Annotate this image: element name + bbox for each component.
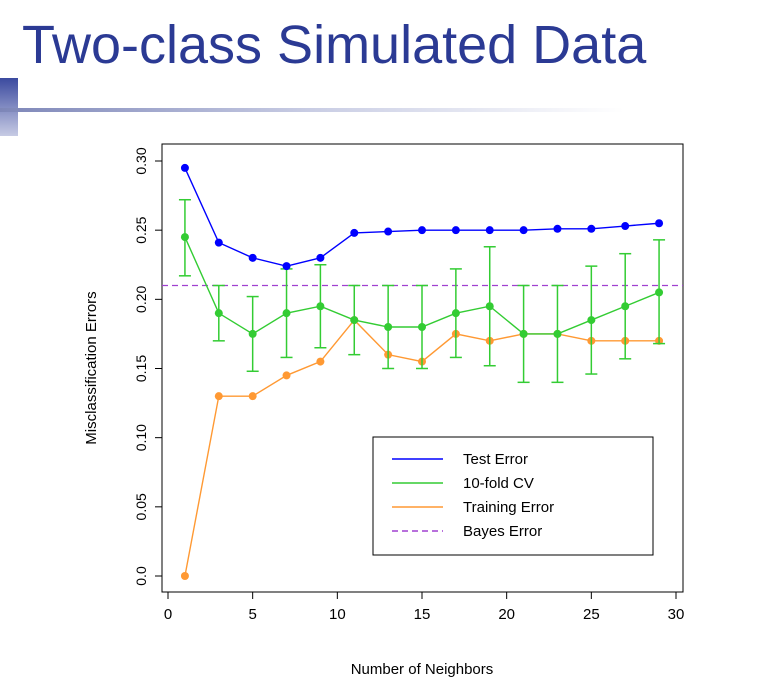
data-point <box>485 302 494 311</box>
y-axis-label: Misclassification Errors <box>83 291 100 444</box>
data-point <box>587 224 596 233</box>
legend-label: Bayes Error <box>463 523 542 540</box>
x-tick-label: 20 <box>498 606 515 623</box>
title-underline <box>0 108 780 112</box>
data-point <box>519 329 528 338</box>
data-point <box>384 323 393 331</box>
y-tick-label: 0.10 <box>133 424 149 451</box>
x-tick-label: 10 <box>329 606 346 623</box>
data-point <box>587 316 596 325</box>
data-point <box>350 228 359 237</box>
x-axis-label: Number of Neighbors <box>351 661 494 678</box>
data-point <box>180 163 189 172</box>
data-point <box>350 316 359 325</box>
data-point <box>214 309 223 318</box>
data-point <box>180 233 189 242</box>
data-point <box>451 226 460 235</box>
y-tick-label: 0.20 <box>133 285 149 312</box>
data-point <box>282 309 291 318</box>
data-point <box>553 329 562 338</box>
data-point <box>621 222 630 231</box>
legend-box <box>372 436 654 556</box>
data-point <box>180 572 189 580</box>
data-point <box>519 226 528 235</box>
y-tick-label: 0.0 <box>133 566 149 586</box>
data-point <box>316 357 325 366</box>
data-point <box>418 226 426 235</box>
y-tick-label: 0.25 <box>133 216 149 243</box>
data-point <box>316 302 325 311</box>
data-point <box>485 226 494 235</box>
data-point <box>418 323 426 331</box>
data-point <box>553 224 562 233</box>
data-point <box>655 288 664 297</box>
series-line <box>184 167 660 267</box>
data-point <box>282 371 291 380</box>
legend-label: Test Error <box>463 451 528 468</box>
series-10-fold-cv <box>178 198 666 384</box>
data-point <box>316 253 325 262</box>
x-tick-label: 0 <box>164 606 172 623</box>
data-point <box>655 219 664 228</box>
x-tick-label: 5 <box>248 606 256 623</box>
data-point <box>282 262 291 271</box>
y-tick-label: 0.15 <box>133 355 149 382</box>
data-point <box>214 238 223 247</box>
series-test-error <box>180 163 664 271</box>
data-point <box>214 392 223 401</box>
data-point <box>621 302 630 311</box>
legend: Test Error 10-fold CV Training Error Bayes … <box>372 436 654 556</box>
data-point <box>248 392 257 401</box>
x-tick-label: 30 <box>668 606 685 623</box>
data-point <box>248 253 257 262</box>
y-tick-label: 0.05 <box>133 493 149 520</box>
x-tick-label: 25 <box>583 606 600 623</box>
data-point <box>384 227 393 236</box>
x-tick-label: 15 <box>414 606 431 623</box>
legend-label: 10-fold CV <box>463 475 534 492</box>
legend-label: Training Error <box>463 499 554 516</box>
y-tick-label: 0.30 <box>133 147 149 174</box>
data-point <box>451 309 460 318</box>
slide-title: Two-class Simulated Data <box>22 15 647 75</box>
side-accent <box>0 78 18 136</box>
data-point <box>248 329 257 338</box>
